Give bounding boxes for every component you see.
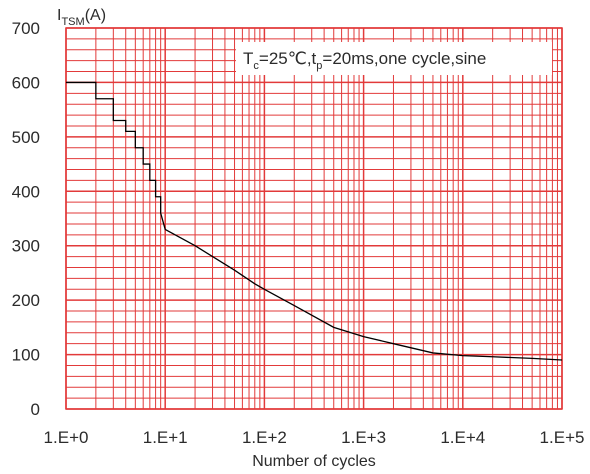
x-tick-label: 1.E+0 [44, 428, 89, 447]
x-tick-labels: 1.E+0 1.E+1 1.E+2 1.E+3 1.E+4 1.E+5 [44, 428, 585, 447]
y-tick-label: 300 [12, 237, 40, 256]
x-tick-label: 1.E+5 [540, 428, 585, 447]
x-tick-label: 1.E+1 [143, 428, 188, 447]
x-axis-title: Number of cycles [252, 453, 376, 470]
y-tick-label: 0 [31, 400, 40, 419]
annotation-text: Tc=25℃,tp=20ms,one cycle,sine [243, 49, 486, 72]
y-tick-label: 200 [12, 291, 40, 310]
y-tick-labels: 0 100 200 300 400 500 600 700 [12, 19, 40, 419]
y-tick-label: 600 [12, 73, 40, 92]
series-layer [66, 81, 563, 361]
annotation-box [236, 42, 552, 75]
minor-x-gridlines [95, 28, 558, 409]
x-tick-label: 1.E+3 [341, 428, 386, 447]
x-tick-label: 1.E+2 [242, 428, 287, 447]
major-x-gridlines [65, 28, 563, 409]
y-tick-label: 400 [12, 182, 40, 201]
series-line-1 [66, 81, 563, 361]
y-tick-label: 700 [12, 19, 40, 38]
x-tick-label: 1.E+4 [440, 428, 485, 447]
y-axis-title: ITSM(A) [57, 7, 106, 28]
major-y-gridlines [66, 27, 562, 410]
minor-y-gridlines [66, 38, 562, 399]
y-tick-label: 500 [12, 128, 40, 147]
annotation-layer: Tc=25℃,tp=20ms,one cycle,sine [236, 42, 552, 75]
y-tick-label: 100 [12, 346, 40, 365]
plot-area-border [65, 27, 563, 410]
